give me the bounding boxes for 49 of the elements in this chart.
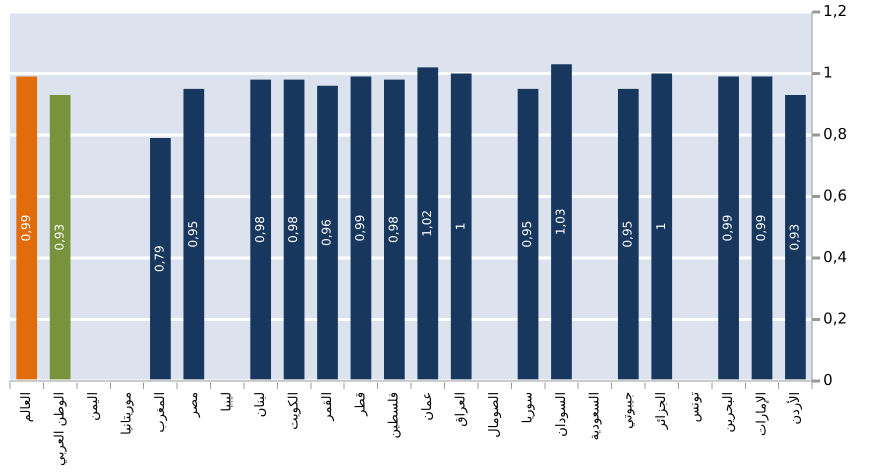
x-tick-label: الجزائر xyxy=(654,392,670,430)
x-tick-label: سوريا xyxy=(520,392,536,424)
x-tick-label: القمر xyxy=(320,392,335,422)
x-tick-label: مصر xyxy=(186,392,202,418)
y-tick-label: 0 xyxy=(823,370,833,389)
data-label: 0,99 xyxy=(720,214,735,242)
data-label: 0,79 xyxy=(152,245,167,272)
y-tick-label: 0,6 xyxy=(823,186,848,204)
x-tick-label: الإمارات xyxy=(754,392,770,436)
data-label: 0,98 xyxy=(252,216,267,243)
data-label: 0,93 xyxy=(52,224,66,251)
x-tick-label: موريتانيا xyxy=(119,392,134,435)
x-tick-label: فلسطين xyxy=(386,392,402,438)
y-tick-label: 0,8 xyxy=(823,124,848,143)
data-label: 1 xyxy=(453,222,468,230)
y-tick-label: 0,2 xyxy=(823,309,848,328)
x-tick-label: العالم xyxy=(19,392,34,422)
data-label: 0,95 xyxy=(186,220,200,248)
x-tick-label: تونس xyxy=(688,391,703,422)
x-tick-label: البحرين xyxy=(720,392,736,432)
x-tick-label: اليمن xyxy=(86,392,101,421)
x-tick-label: الصومال xyxy=(487,392,502,438)
data-label: 1 xyxy=(654,222,668,230)
x-tick-label: السعودية xyxy=(587,392,602,440)
y-tick-label: 1 xyxy=(823,63,833,82)
y-tick-label: 0,4 xyxy=(823,248,848,266)
x-tick-label: الكويت xyxy=(286,392,302,430)
data-label: 0,98 xyxy=(386,216,400,243)
data-label: 0,96 xyxy=(320,219,334,246)
x-tick-label: جيبوتي xyxy=(620,392,636,429)
x-tick-label: عمان xyxy=(420,392,436,421)
data-label: 0,99 xyxy=(754,214,768,242)
data-label: 0,99 xyxy=(353,214,368,242)
x-tick-label: قطر xyxy=(353,392,368,417)
x-tick-label: العراق xyxy=(454,392,469,427)
x-tick-label: ليبيا xyxy=(220,392,235,412)
data-label: 0,95 xyxy=(620,220,634,248)
data-label: 0,98 xyxy=(286,216,300,243)
data-label: 0,99 xyxy=(18,214,33,242)
data-label: 0,95 xyxy=(520,220,534,248)
data-label: 1,03 xyxy=(554,208,568,236)
y-tick-label: 1,2 xyxy=(823,2,848,20)
data-label: 0,93 xyxy=(788,224,802,251)
x-tick-label: الأردن xyxy=(786,392,803,425)
x-tick-label: لبنان xyxy=(253,392,268,418)
data-label: 1,02 xyxy=(420,210,434,237)
x-tick-label: السودان xyxy=(554,392,569,437)
x-tick-label: المغرب xyxy=(152,392,168,433)
x-tick-label: الوطن العربي xyxy=(52,392,68,466)
